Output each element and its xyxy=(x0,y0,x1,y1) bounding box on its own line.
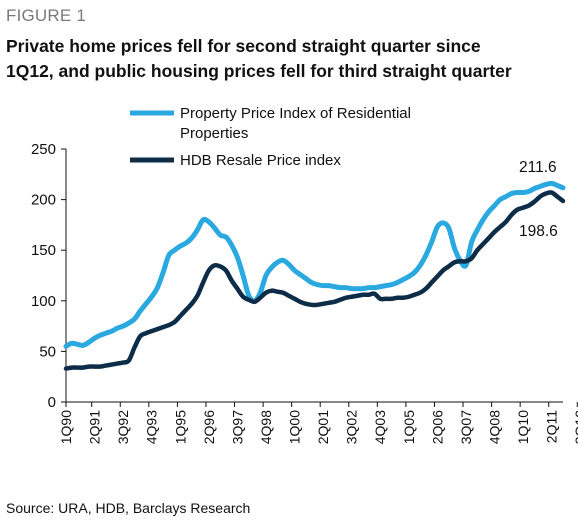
x-tick-label: 4Q93 xyxy=(144,410,160,444)
y-tick-label: 200 xyxy=(31,192,56,209)
x-tick-label: 2Q06 xyxy=(429,410,445,444)
x-tick-label: 2Q11 xyxy=(544,410,560,443)
series-line-ppi xyxy=(63,180,566,349)
title-line-2: 1Q12, and public housing prices fell for… xyxy=(6,61,512,81)
x-tick-label: 2Q01 xyxy=(315,410,331,444)
x-tick-label: 2Q96 xyxy=(201,410,217,444)
x-tick-label: 2Q91 xyxy=(87,410,103,444)
x-tick-label: 1Q10 xyxy=(515,410,531,444)
x-tick-label: 1Q90 xyxy=(58,410,74,444)
series-lines xyxy=(63,180,566,371)
axes xyxy=(65,149,563,403)
x-axis-ticks: 1Q90 2Q91 3Q92 4Q93 1Q95 2Q96 3Q97 4Q98 1Q00 2Q01… xyxy=(58,402,578,444)
y-tick-label: 250 xyxy=(31,141,56,158)
legend: Property Price Index of Residential Prop… xyxy=(130,105,411,169)
y-tick-label: 0 xyxy=(48,394,56,411)
x-tick-label: 1Q00 xyxy=(287,410,303,444)
y-tick-label: 50 xyxy=(39,343,56,360)
x-tick-label: 4Q08 xyxy=(486,410,502,444)
x-tick-label: 3Q02 xyxy=(344,410,360,444)
series-line-hdb xyxy=(63,190,566,371)
source-note: Source: URA, HDB, Barclays Research xyxy=(6,500,251,516)
legend-label-ppi-line1: Property Price Index of Residential xyxy=(180,105,411,122)
x-tick-label: 1Q05 xyxy=(401,410,417,444)
x-tick-label: 4Q03 xyxy=(372,410,388,444)
y-axis-ticks: 0 50 100 150 200 250 xyxy=(31,141,66,411)
x-tick-label: 3Q12 xyxy=(572,410,578,444)
legend-label-ppi-line2: Properties xyxy=(180,125,248,142)
figure-label: FIGURE 1 xyxy=(6,6,87,25)
x-tick-label: 3Q07 xyxy=(458,410,474,444)
title-line-1: Private home prices fell for second stra… xyxy=(6,36,481,56)
annotation-hdb-last: 198.6 xyxy=(519,223,558,240)
x-tick-label: 3Q97 xyxy=(229,410,245,444)
legend-label-hdb: HDB Resale Price index xyxy=(180,152,341,169)
annotation-ppi-last: 211.6 xyxy=(519,159,557,176)
y-tick-label: 100 xyxy=(31,293,56,310)
x-tick-label: 1Q95 xyxy=(172,410,188,444)
x-tick-label: 4Q98 xyxy=(258,410,274,444)
chart-title: Private home prices fell for second stra… xyxy=(6,34,574,84)
x-tick-label: 3Q92 xyxy=(115,410,131,444)
y-tick-label: 150 xyxy=(31,242,56,259)
